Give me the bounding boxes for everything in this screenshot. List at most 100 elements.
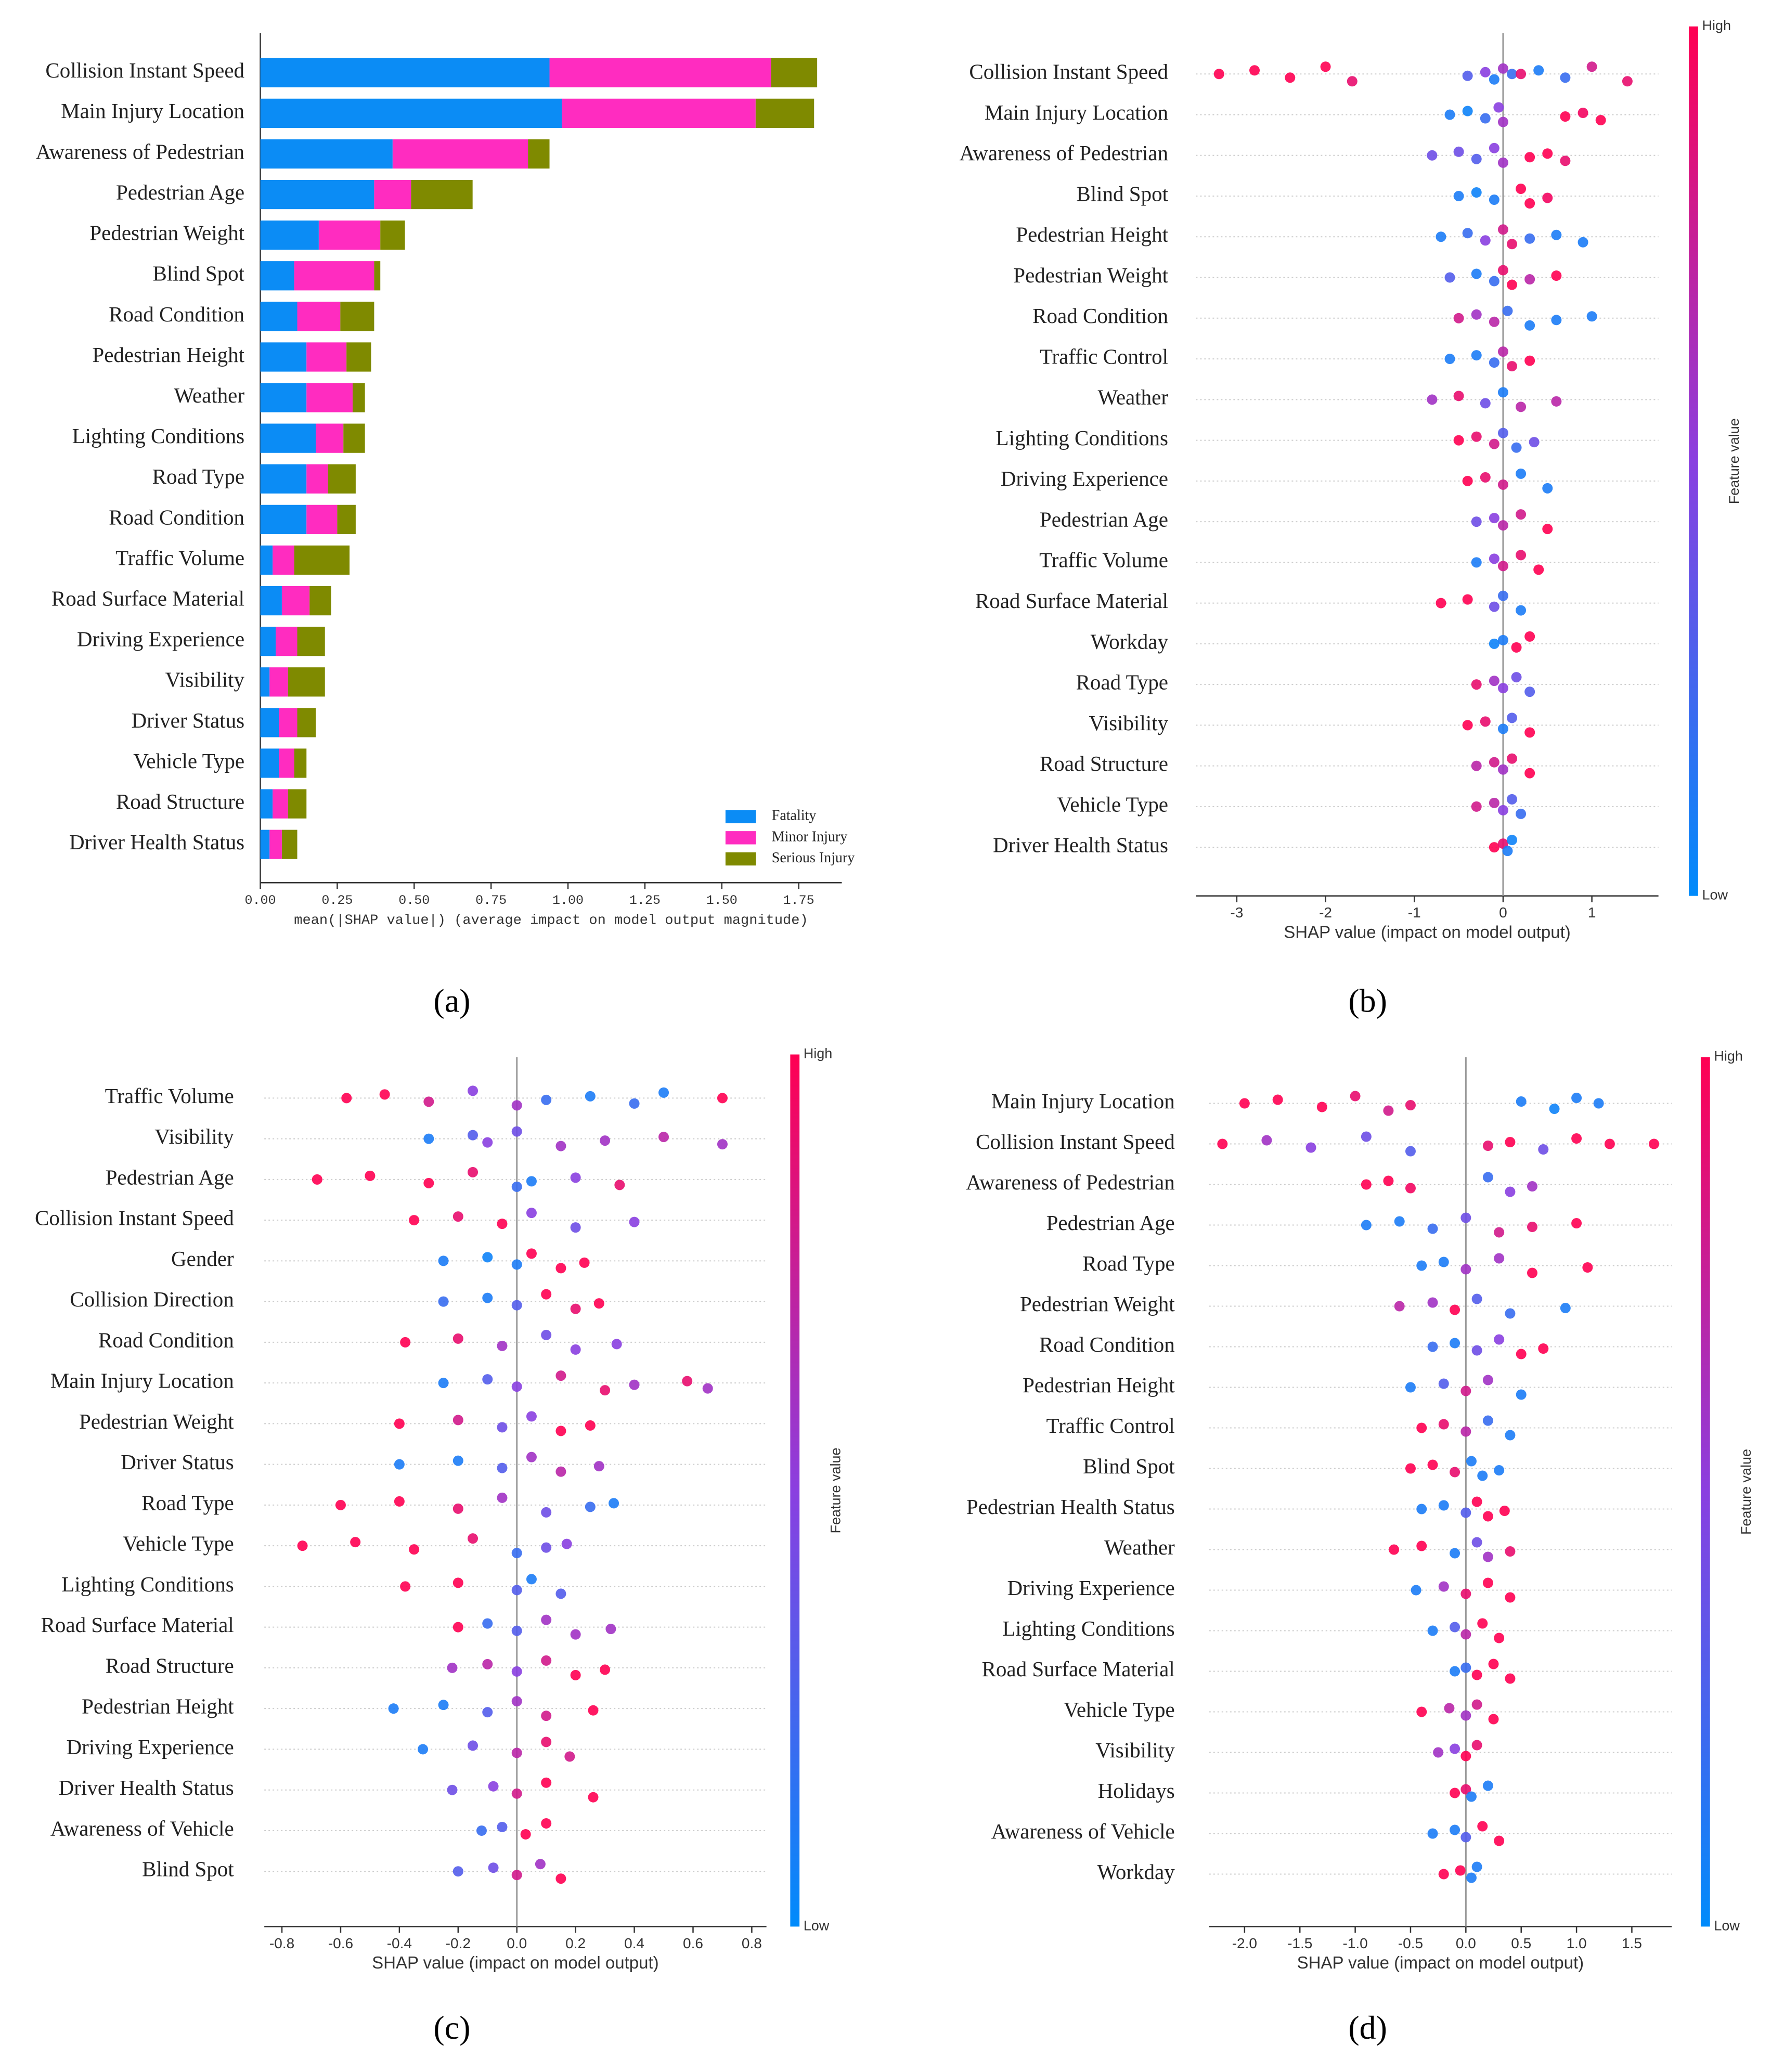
point	[468, 1167, 479, 1177]
x-tick-label: -0.2	[446, 1935, 471, 1951]
bar-segment	[269, 667, 288, 697]
point	[1551, 396, 1562, 407]
point	[447, 1784, 458, 1795]
point	[1505, 1186, 1516, 1197]
point	[1482, 1551, 1493, 1562]
point	[1488, 1714, 1499, 1725]
point	[1471, 516, 1482, 527]
point	[1438, 1419, 1449, 1430]
point	[1516, 550, 1527, 561]
point	[1586, 311, 1597, 322]
point	[1471, 350, 1482, 361]
point	[447, 1662, 458, 1673]
y-tick-label: Awareness of Vehicle	[991, 1819, 1175, 1843]
point	[1361, 1220, 1372, 1231]
x-tick-label: 1.75	[783, 893, 815, 908]
bar-segment	[260, 748, 279, 778]
x-tick-label: -3	[1230, 904, 1243, 921]
point	[1416, 1706, 1427, 1717]
bar-segment	[562, 98, 756, 128]
point	[400, 1581, 411, 1592]
x-tick-label: -2.0	[1232, 1935, 1257, 1951]
point	[511, 1300, 522, 1311]
bar-segment	[297, 708, 316, 737]
point	[611, 1339, 622, 1350]
point	[1571, 1093, 1582, 1104]
point	[497, 1821, 508, 1832]
x-tick-label: 1.5	[1622, 1935, 1642, 1951]
x-tick-label: -1.5	[1287, 1935, 1312, 1951]
point	[312, 1174, 322, 1185]
point	[1462, 720, 1473, 731]
point	[1433, 1747, 1444, 1758]
y-tick-label: Driving Experience	[67, 1735, 234, 1759]
point	[1524, 727, 1535, 738]
point	[1516, 184, 1527, 195]
y-tick-label: Pedestrian Age	[106, 1165, 234, 1189]
point	[1405, 1382, 1416, 1393]
bar-segment	[273, 789, 288, 819]
point	[1450, 1338, 1460, 1349]
y-tick-label: Lighting Conditions	[996, 426, 1168, 450]
x-tick-label: 0.0	[1456, 1935, 1476, 1951]
point	[482, 1374, 493, 1385]
x-tick-label: -1.0	[1342, 1935, 1367, 1951]
point	[1361, 1179, 1372, 1190]
point	[1460, 1784, 1471, 1795]
point	[418, 1744, 429, 1755]
point	[1480, 235, 1491, 246]
point	[1471, 309, 1482, 320]
legend-swatch	[725, 852, 756, 866]
point	[438, 1700, 449, 1711]
colorbar-high: High	[1702, 18, 1731, 33]
point	[1444, 354, 1455, 365]
point	[541, 1777, 552, 1788]
y-tick-label: Road Condition	[1032, 304, 1168, 328]
y-tick-label: Road Surface Material	[51, 586, 244, 610]
point	[1542, 524, 1553, 535]
point	[297, 1540, 308, 1551]
colorbar-low: Low	[1714, 1918, 1740, 1934]
point	[1551, 270, 1562, 281]
y-tick-label: Pedestrian Weight	[89, 221, 244, 245]
point	[1524, 320, 1535, 331]
point	[438, 1255, 449, 1266]
point	[1507, 69, 1518, 80]
point	[438, 1296, 449, 1307]
bar-segment	[260, 98, 562, 128]
bar-segment	[260, 504, 307, 534]
point	[365, 1170, 376, 1181]
point	[1450, 1548, 1460, 1559]
point	[511, 1788, 522, 1799]
point	[1427, 1625, 1438, 1636]
point	[1427, 1297, 1438, 1308]
point	[555, 1426, 566, 1436]
point	[702, 1383, 713, 1394]
bar-segment	[260, 423, 316, 453]
y-tick-label: Main Injury Location	[985, 100, 1168, 124]
y-tick-label: Road Type	[1076, 670, 1168, 694]
point	[1533, 564, 1544, 575]
point	[1460, 1426, 1471, 1437]
bar-segment	[260, 830, 270, 859]
y-tick-label: Gender	[171, 1247, 234, 1271]
point	[511, 1126, 522, 1137]
bar-segment	[294, 261, 374, 291]
y-tick-label: Road Structure	[106, 1653, 234, 1677]
point	[1505, 1673, 1516, 1684]
x-tick-label: -0.4	[387, 1935, 412, 1951]
bar-segment	[306, 383, 353, 412]
point	[1460, 1832, 1471, 1843]
y-tick-label: Road Type	[152, 464, 244, 488]
point	[600, 1385, 611, 1396]
x-tick-label: -0.5	[1398, 1935, 1423, 1951]
point	[1261, 1135, 1272, 1146]
point	[1405, 1463, 1416, 1474]
y-tick-label: Visibility	[165, 668, 245, 692]
point	[423, 1096, 434, 1107]
point	[1497, 387, 1508, 398]
colorbar	[1689, 26, 1698, 896]
bar-segment	[328, 464, 356, 494]
point	[1427, 150, 1438, 161]
